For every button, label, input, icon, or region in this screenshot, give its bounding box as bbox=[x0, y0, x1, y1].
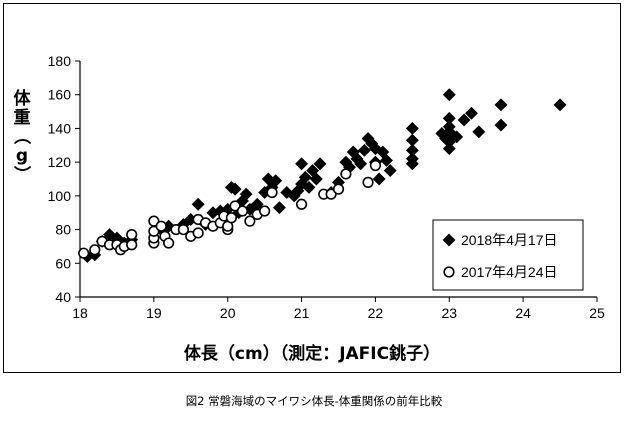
circle-point bbox=[369, 159, 382, 172]
data-points bbox=[78, 88, 567, 264]
diamond-point bbox=[272, 201, 286, 215]
diamond-point bbox=[298, 170, 312, 184]
x-tick-label: 25 bbox=[589, 305, 605, 321]
x-axis-title: 体長（cm）（測定：JAFIC銚子） bbox=[184, 343, 440, 364]
y-axis-title: 体重（g） bbox=[11, 88, 32, 183]
x-tick-label: 19 bbox=[146, 305, 162, 321]
circle-point bbox=[236, 205, 249, 217]
circle-point bbox=[229, 200, 241, 212]
diamond-point bbox=[302, 180, 316, 194]
legend-box bbox=[432, 219, 584, 291]
legend-circle-icon bbox=[443, 266, 455, 278]
y-axis-title-char: 重 bbox=[14, 107, 31, 128]
diamond-point bbox=[379, 153, 394, 168]
x-tick-label: 18 bbox=[72, 305, 88, 321]
x-tick-label: 23 bbox=[441, 305, 457, 321]
diamond-point bbox=[457, 113, 471, 127]
tick-labels: 18 19 20 21 22 23 24 25 40 60 80 100 120 140 160 180 bbox=[48, 53, 605, 321]
circle-point bbox=[177, 223, 189, 236]
diamond-point bbox=[442, 88, 456, 102]
diamond-point bbox=[442, 142, 456, 156]
circle-point bbox=[332, 183, 345, 195]
y-tick-label: 160 bbox=[48, 87, 72, 103]
y-axis-title-char: g bbox=[16, 146, 28, 166]
scatter-plot: 18 19 20 21 22 23 24 25 40 60 80 100 120 140 160 180 体長… bbox=[11, 53, 605, 364]
y-tick-label: 100 bbox=[48, 188, 72, 204]
figure-caption: 図2 常磐海域のマイワシ体長-体重関係の前年比較 bbox=[185, 394, 443, 408]
circle-point bbox=[163, 237, 175, 249]
y-tick-label: 60 bbox=[55, 255, 71, 271]
y-tick-label: 120 bbox=[48, 154, 72, 170]
diamond-point bbox=[553, 98, 567, 112]
diamond-point bbox=[464, 106, 478, 120]
legend-label: 2017年4月24日 bbox=[461, 264, 558, 280]
circle-point bbox=[266, 186, 278, 199]
y-tick-label: 180 bbox=[48, 53, 72, 69]
diamond-point bbox=[313, 157, 327, 171]
x-tick-label: 22 bbox=[368, 305, 384, 321]
circle-point bbox=[259, 205, 271, 217]
legend: 2018年4月17日 2017年4月24日 bbox=[432, 219, 584, 291]
y-axis-title-char: （ bbox=[11, 128, 32, 145]
diamond-point bbox=[494, 118, 508, 132]
circle-point bbox=[78, 247, 90, 259]
circle-point bbox=[225, 212, 238, 224]
diamond-point bbox=[405, 121, 419, 135]
y-tick-label: 80 bbox=[55, 222, 71, 238]
diamond-point bbox=[494, 98, 508, 112]
circle-point bbox=[89, 244, 101, 256]
diamond-point bbox=[354, 157, 368, 171]
circle-point bbox=[295, 198, 308, 210]
diamond-point bbox=[295, 157, 309, 171]
axes bbox=[75, 60, 598, 302]
circle-point bbox=[155, 220, 167, 232]
circle-point bbox=[148, 215, 160, 227]
x-tick-label: 20 bbox=[220, 305, 236, 321]
diamond-point bbox=[269, 174, 283, 188]
circle-point bbox=[192, 227, 204, 239]
diamond-point bbox=[280, 185, 294, 200]
circle-point bbox=[340, 168, 352, 180]
diamond-point bbox=[472, 125, 486, 139]
diamond-point bbox=[191, 197, 205, 211]
circle-point bbox=[362, 176, 374, 188]
diamond-point bbox=[405, 157, 419, 171]
diamond-point bbox=[309, 172, 323, 186]
circle-point bbox=[244, 215, 256, 227]
diamond-point bbox=[383, 164, 397, 178]
y-tick-label: 40 bbox=[55, 289, 71, 305]
chart-frame: 18 19 20 21 22 23 24 25 40 60 80 100 120 140 160 180 体長… bbox=[3, 3, 621, 373]
x-tick-label: 24 bbox=[515, 305, 531, 321]
legend-label: 2018年4月17日 bbox=[461, 232, 558, 248]
circle-point bbox=[325, 188, 337, 200]
y-axis-title-char: 体 bbox=[14, 88, 32, 109]
diamond-point bbox=[239, 187, 253, 201]
diamond-point bbox=[372, 172, 386, 186]
legend-diamond-icon bbox=[442, 233, 456, 247]
diamond-point bbox=[357, 143, 371, 157]
y-axis-title-char: ） bbox=[11, 166, 32, 183]
circle-point bbox=[126, 239, 138, 251]
circle-point bbox=[126, 229, 138, 241]
diamond-point bbox=[228, 182, 242, 196]
y-tick-label: 140 bbox=[48, 120, 72, 136]
series-1 bbox=[80, 88, 567, 264]
series-2 bbox=[78, 159, 382, 259]
x-tick-label: 21 bbox=[294, 305, 310, 321]
diamond-point bbox=[450, 130, 464, 144]
